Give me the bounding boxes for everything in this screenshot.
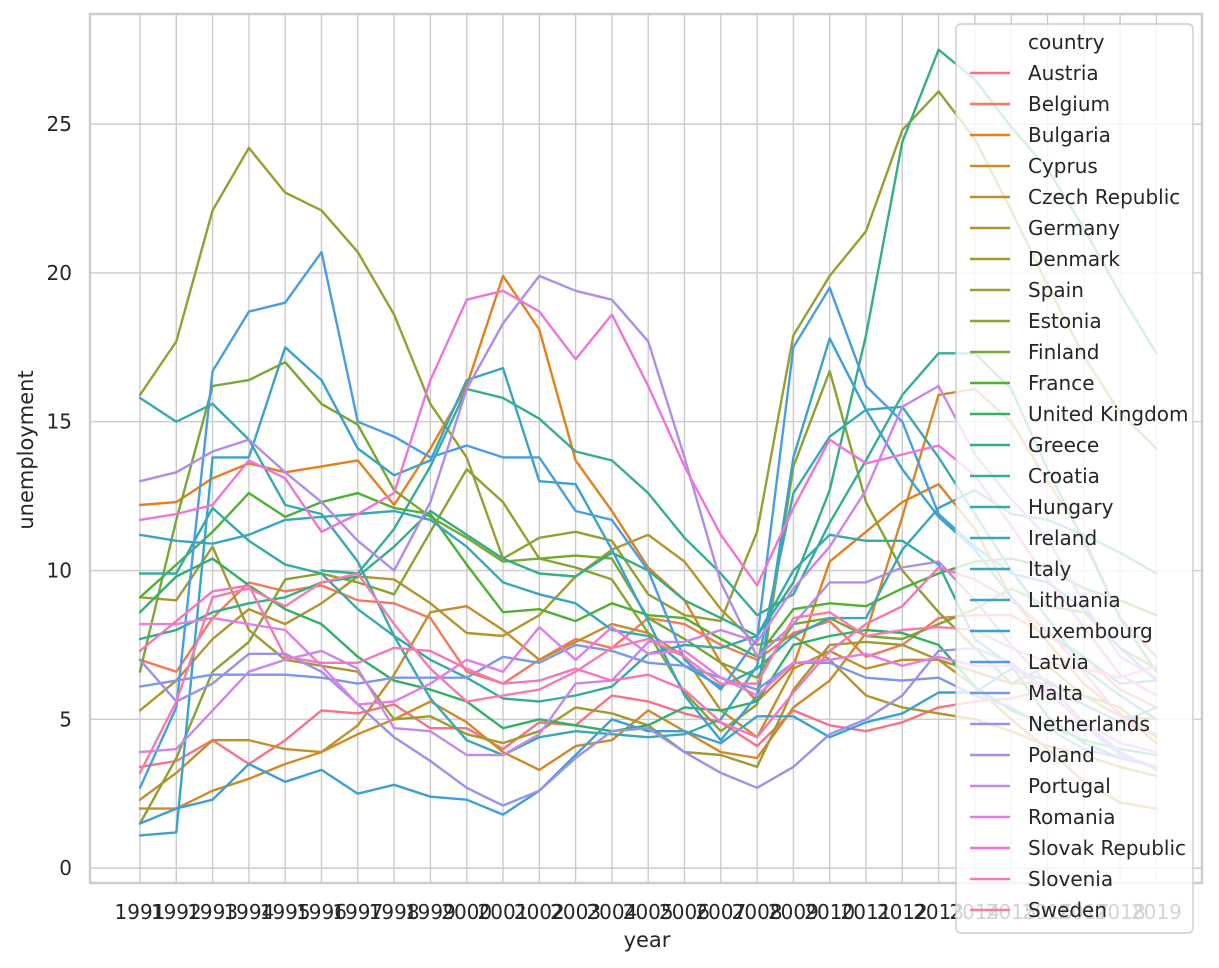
x-tick-label: 2012 [877,900,928,924]
x-tick-label: 2003 [550,900,601,924]
legend-item[interactable]: Cyprus [970,154,1098,178]
legend-item[interactable]: Hungary [970,495,1114,519]
x-tick-label: 2007 [695,900,746,924]
legend-item[interactable]: Romania [970,805,1115,829]
y-tick-labels: 0 5 10 15 20 25 [47,112,72,880]
legend-item[interactable]: Greece [970,433,1099,457]
legend-item[interactable]: Denmark [970,247,1120,271]
legend-label: Poland [1028,743,1095,767]
x-tick-label: 1993 [187,900,238,924]
x-tick-label: 2006 [659,900,710,924]
legend-label: Portugal [1028,774,1111,798]
legend-item[interactable]: Ireland [970,526,1097,550]
legend-item[interactable]: Poland [970,743,1095,767]
x-tick-label: 1995 [260,900,311,924]
legend-item[interactable]: Austria [970,61,1099,85]
plot-border [88,12,1204,885]
legend-item[interactable]: France [970,371,1095,395]
legend-label: Slovak Republic [1028,836,1186,860]
legend-label: Austria [1028,61,1099,85]
x-tick-label: 2001 [478,900,529,924]
legend-item[interactable]: Lithuania [970,588,1121,612]
legend-label: Netherlands [1028,712,1150,736]
legend-item[interactable]: Finland [970,340,1099,364]
legend-label: Sweden [1028,898,1107,922]
legend-label: Belgium [1028,92,1110,116]
legend-item[interactable]: Malta [970,681,1083,705]
x-tick-label: 1998 [369,900,420,924]
y-axis-title: unemployment [14,370,38,529]
legend-label: Ireland [1028,526,1097,550]
legend-title: country [1028,30,1105,54]
x-tick-label: 2005 [623,900,674,924]
legend-item[interactable]: Estonia [970,309,1102,333]
legend-item[interactable]: Croatia [970,464,1100,488]
x-tick-label: 1992 [151,900,202,924]
legend-label: Greece [1028,433,1099,457]
legend-label: Czech Republic [1028,185,1180,209]
legend-label: Italy [1028,557,1072,581]
legend-item[interactable]: Slovenia [970,867,1113,891]
legend-label: Cyprus [1028,154,1098,178]
x-tick-label: 2011 [841,900,892,924]
legend-item[interactable]: United Kingdom [970,402,1189,426]
x-tick-label: 2002 [514,900,565,924]
legend-label: Romania [1028,805,1115,829]
legend-item[interactable]: Portugal [970,774,1111,798]
x-tick-labels: 1991199219931994199519961997199819992000… [115,900,1182,924]
legend-box [955,23,1194,934]
legend-label: Croatia [1028,464,1100,488]
y-tick-label: 20 [47,261,72,285]
x-tick-label: 2008 [732,900,783,924]
x-tick-label: 1999 [405,900,456,924]
legend-item[interactable]: Czech Republic [970,185,1180,209]
legend-label: Malta [1028,681,1083,705]
legend-label: Germany [1028,216,1120,240]
y-tick-label: 5 [59,707,72,731]
y-tick-label: 10 [47,559,72,583]
legend[interactable]: country Austria Belgium Bulgaria Cyprus Czech… [955,23,1194,934]
legend-label: Finland [1028,340,1099,364]
x-tick-label: 2004 [586,900,637,924]
legend-item[interactable]: Spain [970,278,1084,302]
y-tick-label: 15 [47,410,72,434]
x-tick-label: 1991 [115,900,166,924]
legend-item[interactable]: Bulgaria [970,123,1111,147]
legend-label: Denmark [1028,247,1120,271]
x-tick-label: 1994 [223,900,274,924]
x-tick-label: 2010 [804,900,855,924]
legend-label: Latvia [1028,650,1089,674]
legend-label: Bulgaria [1028,123,1111,147]
legend-item[interactable]: Belgium [970,92,1110,116]
y-tick-label: 25 [47,112,72,136]
legend-item[interactable]: Germany [970,216,1120,240]
legend-item[interactable]: Luxembourg [970,619,1153,643]
legend-label: Luxembourg [1028,619,1153,643]
legend-label: United Kingdom [1028,402,1189,426]
legend-label: Spain [1028,278,1084,302]
x-axis-title: year [624,928,671,952]
plot-frame [88,12,1204,885]
legend-label: Hungary [1028,495,1114,519]
x-tick-label: 1996 [296,900,347,924]
legend-item[interactable]: Sweden [970,898,1107,922]
legend-item[interactable]: Slovak Republic [970,836,1186,860]
legend-item[interactable]: Italy [970,557,1072,581]
x-tick-label: 2000 [441,900,492,924]
legend-item[interactable]: Netherlands [970,712,1150,736]
legend-label: Slovenia [1028,867,1113,891]
legend-item[interactable]: Latvia [970,650,1089,674]
legend-label: Lithuania [1028,588,1121,612]
y-tick-label: 0 [59,856,72,880]
x-tick-label: 2009 [768,900,819,924]
legend-label: Estonia [1028,309,1102,333]
x-tick-label: 1997 [332,900,383,924]
legend-label: France [1028,371,1095,395]
